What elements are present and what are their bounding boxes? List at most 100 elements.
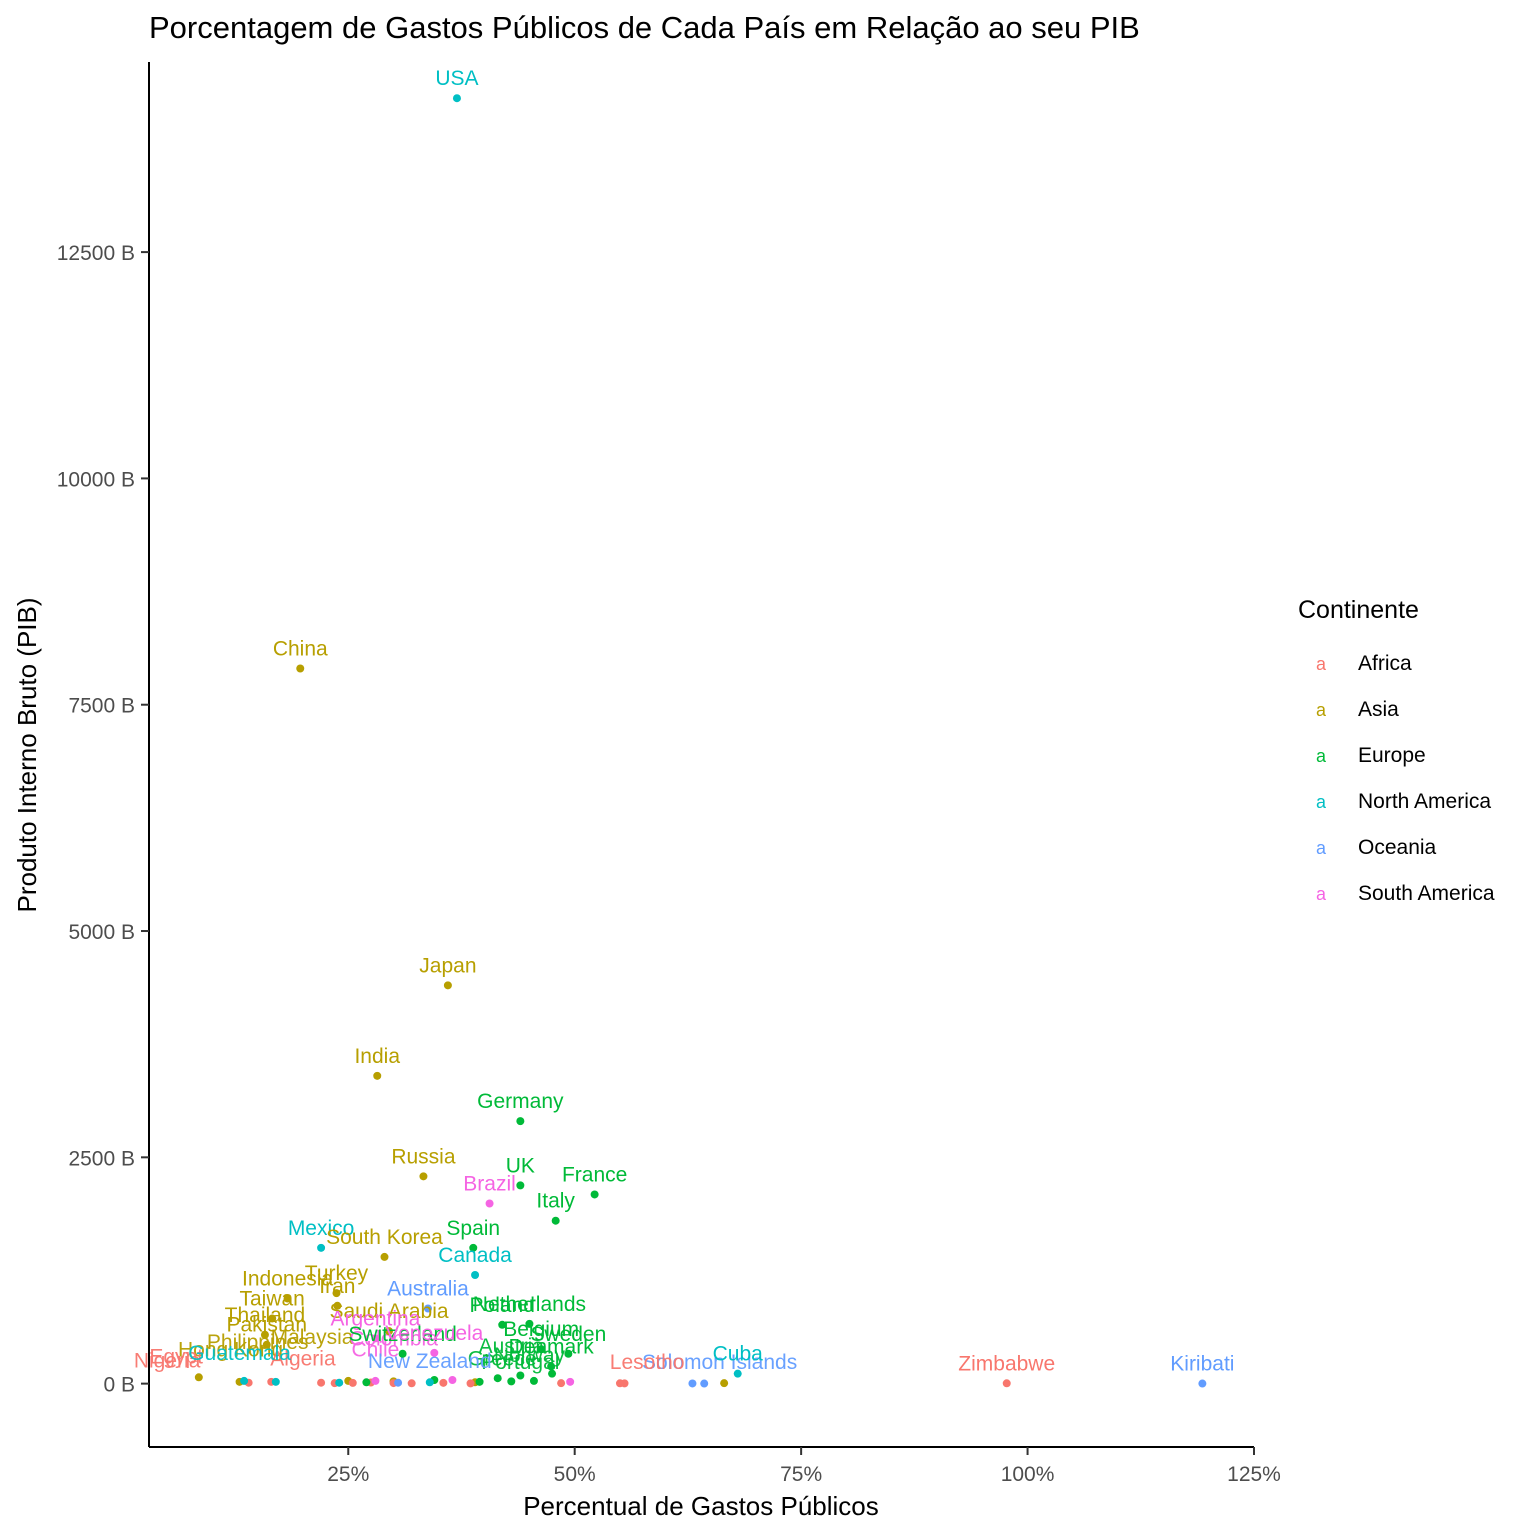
y-axis-ticks: 0 B 2500 B 5000 B 7500 B 10000 B 12500 B [57,242,149,1397]
point-label: South Korea [326,1226,443,1249]
point-label: UK [506,1154,535,1177]
data-point-brazil [485,1199,494,1208]
point-label: Thailand [225,1304,306,1327]
point-label: India [354,1045,400,1068]
point-label: Kiribati [1170,1353,1234,1376]
data-point-russia [419,1172,428,1181]
point-label: Canada [438,1244,512,1267]
data-point-kiribati [1198,1379,1207,1388]
y-axis-label: Produto Interno Bruto (PIB) [12,597,42,912]
legend-label: North America [1358,790,1492,813]
point-label: Spain [446,1217,500,1240]
point-label: Brazil [463,1172,516,1195]
cluster-label: Portugal [481,1351,559,1374]
legend-title: Continente [1298,596,1419,624]
point-label: Venezuela [385,1322,483,1345]
legend-item-oceania: a Oceania [1298,825,1495,871]
data-point-thailand [260,1330,269,1339]
cluster-label: Algeria [270,1348,336,1371]
data-point [371,1376,380,1385]
data-point [362,1378,371,1387]
x-tick-label: 75% [780,1463,822,1486]
point-label: Russia [391,1145,456,1168]
legend-label: Asia [1358,698,1399,721]
y-tick-label: 2500 B [68,1147,135,1170]
cluster-label: Austria [479,1335,545,1358]
point-label: China [273,638,328,661]
point-label: Mexico [288,1217,355,1240]
legend-items: a Africa a Asia a Europe a North America a Oceani… [1298,641,1495,917]
data-point-poland [498,1320,507,1329]
point-label: Australia [387,1278,469,1301]
cluster-label: Lesotho [610,1351,685,1374]
data-point-switzerland [398,1349,407,1358]
legend-key-glyph: a [1315,791,1326,812]
point-label: Switzerland [348,1323,457,1346]
point-label: Italy [536,1190,575,1213]
cluster-label: Guatemala [188,1342,291,1365]
data-point-china [296,664,305,673]
data-point-uk [516,1181,525,1190]
legend-label: South America [1358,882,1495,905]
cluster-label: Solomon Islands [642,1351,797,1374]
data-point-south-korea [380,1252,389,1261]
data-point [394,1378,403,1387]
cluster-label: Hong Kong [178,1338,283,1361]
y-tick-label: 10000 B [57,468,135,491]
cluster-label: New Zealand [368,1350,492,1373]
data-point [335,1378,344,1387]
cluster-label: Chile [352,1338,400,1361]
data-point [566,1377,575,1386]
x-tick-label: 125% [1227,1463,1281,1486]
cluster-label: Nigeria [134,1349,201,1372]
data-point-belgium [537,1345,546,1354]
data-point [194,1373,203,1382]
point-label: Germany [477,1090,564,1113]
cluster-label: Colombia [349,1328,438,1351]
data-point-turkey [332,1289,341,1298]
legend-label: Europe [1358,744,1426,767]
data-point [507,1377,516,1386]
x-tick-label: 25% [327,1463,369,1486]
data-point [407,1379,416,1388]
cluster-label: Greece [468,1348,537,1371]
point-label: Saudi Arabia [329,1300,448,1323]
data-point-sweden [564,1349,573,1358]
data-point-australia [423,1304,432,1313]
data-point-cuba [733,1369,742,1378]
legend-label: Oceania [1358,836,1437,859]
point-label: Netherlands [473,1293,586,1316]
legend-key-glyph: a [1315,883,1326,904]
data-point [493,1374,502,1383]
point-label: USA [435,67,478,90]
x-axis-ticks: 25% 50% 75% 100% 125% [327,1447,1281,1486]
y-tick-label: 0 B [103,1374,135,1397]
data-point [425,1378,434,1387]
point-label: Taiwan [239,1287,304,1310]
data-point [475,1377,484,1386]
point-label: France [562,1163,627,1186]
data-point [620,1379,629,1388]
legend-key-glyph: a [1315,653,1326,674]
point-label: Sweden [530,1323,606,1346]
data-point-germany [516,1117,525,1126]
data-point-argentina [371,1334,380,1343]
data-point-japan [443,981,452,990]
point-label: Turkey [305,1262,369,1285]
data-point-spain [469,1243,478,1252]
points-layer [194,94,1207,1388]
point-label: Argentina [330,1307,420,1330]
point-label: Zimbabwe [958,1352,1055,1375]
legend-key-glyph: a [1315,745,1326,766]
legend-key-glyph: a [1315,699,1326,720]
data-point [720,1379,729,1388]
data-point-venezuela [430,1348,439,1357]
legend-item-africa: a Africa [1298,641,1495,687]
cluster-label: Egypt [149,1346,203,1369]
data-point [516,1371,525,1380]
x-axis-label: Percentual de Gastos Públicos [523,1491,879,1521]
data-point [557,1379,566,1388]
data-point [348,1378,357,1387]
data-point-usa [452,94,461,103]
